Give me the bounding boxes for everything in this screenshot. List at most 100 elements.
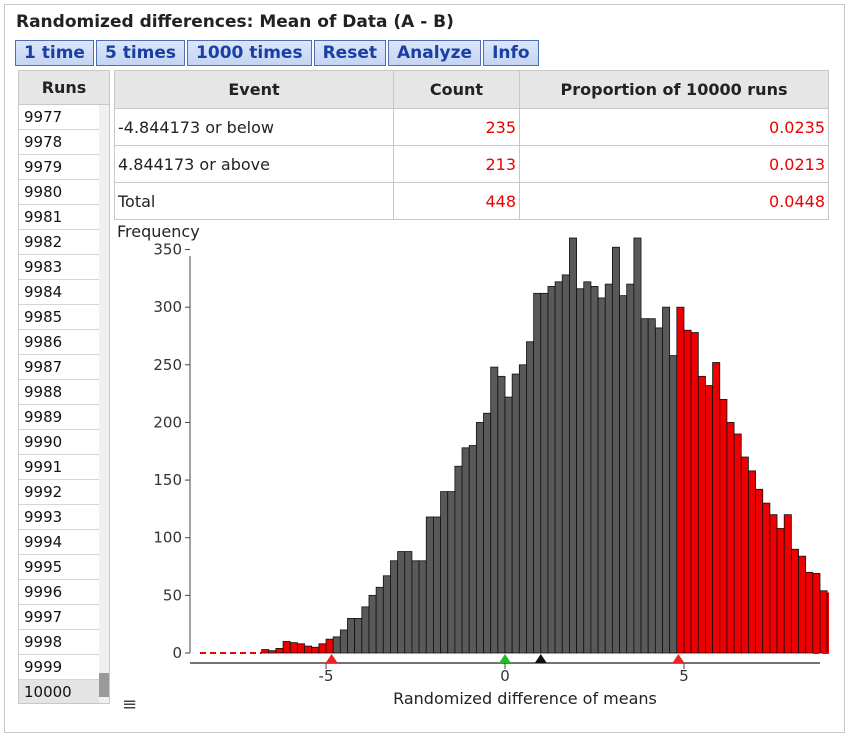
histogram-bar	[282, 641, 291, 654]
histogram-bar	[332, 636, 341, 654]
histogram-bar	[826, 592, 829, 654]
histogram-bar	[497, 375, 506, 654]
run-list-item[interactable]: 9985	[19, 305, 99, 330]
run-list-item[interactable]: 9986	[19, 330, 99, 355]
y-tick-label: 150	[153, 471, 182, 489]
histogram-bar	[705, 385, 714, 654]
histogram-bar	[261, 649, 270, 654]
histogram-bar	[475, 422, 484, 654]
table-row: 4.844173 or above 213 0.0213	[114, 145, 829, 183]
histogram-bar	[483, 412, 492, 654]
histogram-bar	[676, 306, 685, 654]
run-list-item[interactable]: 9990	[19, 430, 99, 455]
histogram-bar	[619, 295, 628, 654]
histogram-bar	[296, 643, 305, 654]
histogram-bar	[440, 491, 449, 654]
count-column-header: Count	[393, 70, 520, 109]
histogram-bar	[533, 292, 542, 654]
run-list-item[interactable]: 9997	[19, 605, 99, 630]
histogram-bar	[733, 433, 742, 654]
info-button[interactable]: Info	[483, 40, 539, 66]
run-list-item[interactable]: 9991	[19, 455, 99, 480]
histogram-bar	[397, 551, 406, 654]
analyze-button[interactable]: Analyze	[388, 40, 482, 66]
y-axis-label: Frequency	[117, 222, 200, 241]
histogram-bar	[812, 573, 821, 654]
histogram-bar	[468, 445, 477, 654]
x-tick-label: 0	[500, 667, 510, 685]
run-list-item[interactable]: 9977	[19, 105, 99, 130]
run-list-item[interactable]: 9994	[19, 530, 99, 555]
histogram-bar	[390, 560, 399, 654]
run-list-item[interactable]: 9998	[19, 630, 99, 655]
histogram-bar	[755, 488, 764, 654]
proportion-cell: 0.0213	[519, 145, 829, 183]
mean-marker[interactable]	[499, 654, 511, 663]
histogram-bar	[805, 571, 814, 654]
histogram-bar	[354, 618, 363, 654]
histogram-bar	[433, 516, 441, 654]
run-list-item[interactable]: 9999	[19, 655, 99, 680]
proportion-cell: 0.0448	[519, 182, 829, 220]
histogram-bar	[669, 355, 678, 654]
table-row: Total 448 0.0448	[114, 182, 829, 220]
histogram-bar	[368, 594, 377, 654]
run-list-item[interactable]: 9979	[19, 155, 99, 180]
run-list-item[interactable]: 9981	[19, 205, 99, 230]
page-title: Randomized differences: Mean of Data (A …	[16, 12, 454, 32]
run-list-item[interactable]: 9980	[19, 180, 99, 205]
reset-button[interactable]: Reset	[313, 40, 386, 66]
count-cell: 213	[393, 145, 520, 183]
runs-scrollbar[interactable]	[99, 105, 109, 703]
runs-header: Runs	[19, 71, 109, 105]
histogram-bar	[540, 292, 549, 654]
histogram-bar	[640, 318, 649, 654]
run-list-item[interactable]: 9987	[19, 355, 99, 380]
histogram-bar	[511, 373, 520, 654]
histogram-bar	[411, 560, 420, 654]
run-list-item[interactable]: 9984	[19, 280, 99, 305]
histogram-bar	[590, 286, 599, 654]
histogram-bar	[304, 645, 313, 654]
histogram-bar	[318, 643, 327, 654]
event-cell: 4.844173 or above	[114, 145, 394, 183]
histogram-bar	[504, 396, 513, 654]
histogram-bar	[447, 491, 456, 654]
histogram-bar	[361, 606, 370, 654]
run-list-item[interactable]: 9993	[19, 505, 99, 530]
run-list-item[interactable]: 9983	[19, 255, 99, 280]
proportion-cell: 0.0235	[519, 108, 829, 146]
run-list-item[interactable]: 9992	[19, 480, 99, 505]
run-list-item[interactable]: 9988	[19, 380, 99, 405]
histogram-bar	[382, 575, 391, 654]
observed-value-marker[interactable]	[534, 654, 547, 663]
histogram-bar	[776, 528, 785, 654]
run-list-item[interactable]: 9996	[19, 580, 99, 605]
hamburger-icon[interactable]: ≡	[122, 694, 138, 715]
x-tick-label: -5	[319, 667, 334, 685]
run-1000-times-button[interactable]: 1000 times	[187, 40, 312, 66]
histogram-bar	[633, 237, 642, 654]
histogram-bar	[769, 514, 778, 654]
run-list-item[interactable]: 9995	[19, 555, 99, 580]
run-1-time-button[interactable]: 1 time	[15, 40, 94, 66]
histogram-bar	[289, 642, 298, 654]
histogram-bar	[339, 629, 348, 654]
histogram-bar	[626, 283, 635, 654]
runs-scrollbar-thumb[interactable]	[99, 673, 109, 697]
run-list-item[interactable]: 9982	[19, 230, 99, 255]
y-tick-label: 350	[153, 241, 182, 259]
y-tick-label: 300	[153, 298, 182, 316]
runs-list[interactable]: Runs 9977 9978 9979 9980 9981 9982 9983 9984 998…	[18, 70, 110, 704]
run-list-item[interactable]: 9989	[19, 405, 99, 430]
y-tick-label: 50	[163, 586, 182, 604]
histogram-bar	[654, 327, 663, 654]
histogram-bar	[404, 551, 413, 654]
histogram-bar	[647, 318, 656, 654]
run-list-item[interactable]: 9978	[19, 130, 99, 155]
run-list-item[interactable]: 10000	[19, 680, 99, 703]
histogram-bar	[325, 638, 334, 654]
run-5-times-button[interactable]: 5 times	[95, 40, 186, 66]
upper-cutoff-marker[interactable]	[672, 654, 685, 663]
lower-cutoff-marker[interactable]	[325, 654, 338, 663]
